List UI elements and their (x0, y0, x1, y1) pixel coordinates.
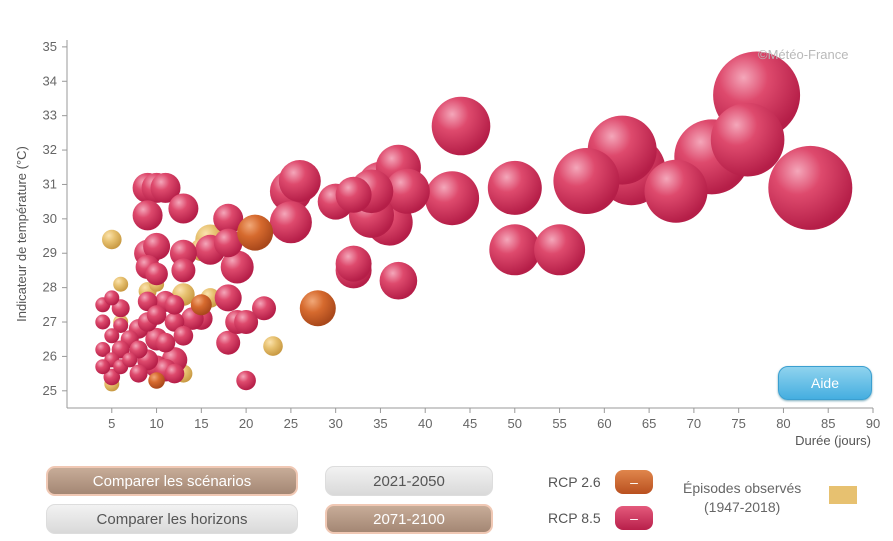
y-tick-label: 31 (43, 176, 57, 191)
x-tick-label: 80 (776, 416, 790, 431)
observed-bubble[interactable] (102, 229, 122, 250)
axes: 5 10 15 20 25 30 35 40 45 50 55 60 65 70 75 80 85 90 25 26 2… (14, 39, 880, 448)
rcp26-bubble[interactable] (190, 294, 212, 316)
rcp85-bubble[interactable] (132, 200, 163, 231)
rcp85-bubble[interactable] (104, 328, 120, 344)
x-tick-label: 70 (687, 416, 701, 431)
rcp85-bubble[interactable] (155, 332, 176, 353)
compare-scenarios-button[interactable]: Comparer les scénarios (46, 466, 298, 496)
rcp85-toggle[interactable]: – (615, 506, 653, 530)
rcp85-bubble[interactable] (220, 250, 254, 284)
rcp85-bubble[interactable] (379, 261, 418, 300)
rcp85-bubble[interactable] (252, 296, 276, 321)
rcp85-bubble[interactable] (431, 96, 491, 156)
x-tick-label: 30 (328, 416, 342, 431)
x-tick-label: 60 (597, 416, 611, 431)
rcp85-bubble[interactable] (710, 102, 785, 177)
rcp85-bubble[interactable] (143, 232, 171, 260)
rcp85-bubble[interactable] (644, 159, 708, 223)
x-tick-label: 35 (373, 416, 387, 431)
rcp85-bubble[interactable] (278, 160, 321, 202)
aide-button[interactable]: Aide (778, 366, 872, 400)
rcp85-bubble[interactable] (534, 224, 586, 276)
rcp85-bubble[interactable] (95, 359, 111, 375)
rcp85-bubble[interactable] (164, 363, 185, 384)
y-tick-label: 29 (43, 245, 57, 260)
rcp85-bubble[interactable] (164, 295, 185, 315)
rcp85-bubble[interactable] (489, 224, 541, 276)
rcp26-bubble[interactable] (237, 214, 274, 251)
compare-horizons-button[interactable]: Comparer les horizons (46, 504, 298, 534)
rcp85-bubble[interactable] (216, 330, 241, 355)
rcp85-bubble[interactable] (122, 352, 138, 368)
rcp85-bubble[interactable] (553, 148, 620, 214)
rcp85-bubble[interactable] (113, 318, 129, 333)
y-tick-label: 32 (43, 142, 57, 157)
observed-legend-label: Épisodes observés (1947-2018) (683, 479, 801, 517)
rcp85-bubble[interactable] (768, 145, 853, 230)
rcp85-bubble[interactable] (213, 203, 244, 234)
rcp85-bubble[interactable] (145, 262, 168, 286)
y-tick-label: 35 (43, 39, 57, 54)
rcp85-bubble[interactable] (425, 171, 480, 226)
rcp85-bubble[interactable] (384, 168, 430, 214)
x-tick-label: 90 (866, 416, 880, 431)
x-tick-label: 15 (194, 416, 208, 431)
x-tick-label: 40 (418, 416, 432, 431)
rcp85-bubble[interactable] (214, 284, 242, 312)
rcp85-bubble[interactable] (335, 176, 372, 213)
rcp26-bubble[interactable] (148, 372, 165, 389)
rcp85-bubble[interactable] (269, 201, 312, 244)
bubbles (95, 51, 853, 392)
rcp85-bubble[interactable] (335, 245, 372, 282)
y-tick-label: 34 (43, 73, 57, 88)
x-tick-label: 65 (642, 416, 656, 431)
x-tick-label: 25 (284, 416, 298, 431)
observed-label-line1: Épisodes observés (683, 480, 802, 496)
rcp85-bubble[interactable] (150, 172, 181, 203)
y-axis-title: Indicateur de température (°C) (14, 146, 29, 322)
rcp26-toggle[interactable]: – (615, 470, 653, 494)
x-tick-label: 75 (731, 416, 745, 431)
x-tick-label: 5 (108, 416, 115, 431)
rcp26-label: RCP 2.6 (548, 474, 601, 490)
observed-bubble[interactable] (263, 336, 283, 356)
period-2021-2050-button[interactable]: 2021-2050 (325, 466, 493, 496)
rcp85-bubble[interactable] (234, 310, 259, 334)
rcp85-bubble[interactable] (104, 290, 120, 306)
observed-label-line2: (1947-2018) (704, 499, 781, 515)
x-axis-title: Durée (jours) (795, 433, 871, 448)
x-tick-label: 50 (508, 416, 522, 431)
y-tick-label: 28 (43, 280, 57, 295)
rcp85-bubble[interactable] (129, 364, 148, 383)
rcp85-bubble[interactable] (95, 314, 111, 330)
rcp85-bubble[interactable] (169, 239, 197, 267)
x-tick-label: 45 (463, 416, 477, 431)
rcp85-bubble[interactable] (213, 228, 243, 258)
rcp85-bubble[interactable] (103, 368, 121, 386)
x-tick-label: 55 (552, 416, 566, 431)
y-tick-label: 30 (43, 211, 57, 226)
rcp85-label: RCP 8.5 (548, 510, 601, 526)
rcp85-bubble[interactable] (173, 326, 194, 346)
x-tick-label: 20 (239, 416, 253, 431)
x-tick-label: 85 (821, 416, 835, 431)
y-tick-label: 25 (43, 383, 57, 398)
period-2071-2100-button[interactable]: 2071-2100 (325, 504, 493, 534)
rcp85-bubble[interactable] (171, 258, 196, 283)
rcp85-bubble[interactable] (95, 342, 111, 357)
rcp26-bubble[interactable] (299, 290, 336, 327)
observed-bubble[interactable] (113, 276, 129, 292)
rcp85-bubble[interactable] (168, 193, 199, 224)
rcp85-bubble[interactable] (236, 370, 256, 391)
y-tick-label: 27 (43, 314, 57, 329)
rcp85-bubble[interactable] (487, 160, 542, 215)
credit-text: ©Météo-France (758, 47, 849, 62)
y-tick-label: 26 (43, 348, 57, 363)
y-tick-label: 33 (43, 108, 57, 123)
observed-swatch (829, 486, 857, 504)
rcp85-bubble[interactable] (146, 305, 167, 325)
x-tick-label: 10 (149, 416, 163, 431)
